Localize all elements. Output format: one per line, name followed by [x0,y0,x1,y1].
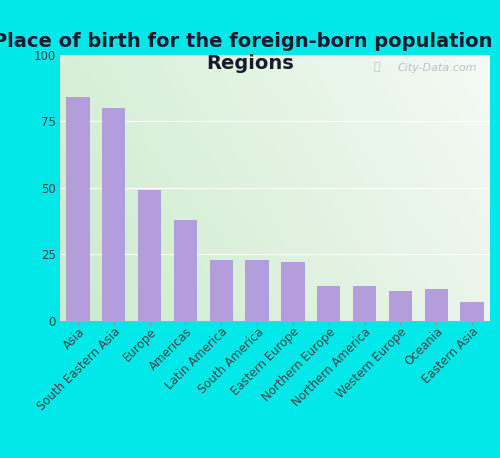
Bar [282,262,304,321]
Text: Americas: Americas [146,325,194,373]
Text: Asia: Asia [60,325,87,352]
Text: South America: South America [196,325,266,396]
Text: Eastern Europe: Eastern Europe [229,325,302,398]
Text: City-Data.com: City-Data.com [398,63,477,73]
Text: Place of birth for the foreign-born population -
Regions: Place of birth for the foreign-born popu… [0,32,500,73]
Text: Northern Europe: Northern Europe [260,325,338,403]
Bar [424,289,448,321]
Bar [174,220,197,321]
Text: Oceania: Oceania [402,325,446,369]
Text: Latin America: Latin America [164,325,230,392]
Bar [389,291,412,321]
Bar [210,260,233,321]
Text: Western Europe: Western Europe [334,325,409,401]
Text: ⓘ: ⓘ [374,62,380,71]
Bar [353,286,376,321]
Text: South Eastern Asia: South Eastern Asia [35,325,123,413]
Bar [317,286,340,321]
Bar [460,302,483,321]
Bar [138,191,161,321]
Text: Eastern Asia: Eastern Asia [420,325,482,387]
Bar [246,260,268,321]
Text: Europe: Europe [120,325,159,364]
Text: Northern America: Northern America [290,325,374,409]
Bar [66,98,90,321]
Bar [102,108,126,321]
